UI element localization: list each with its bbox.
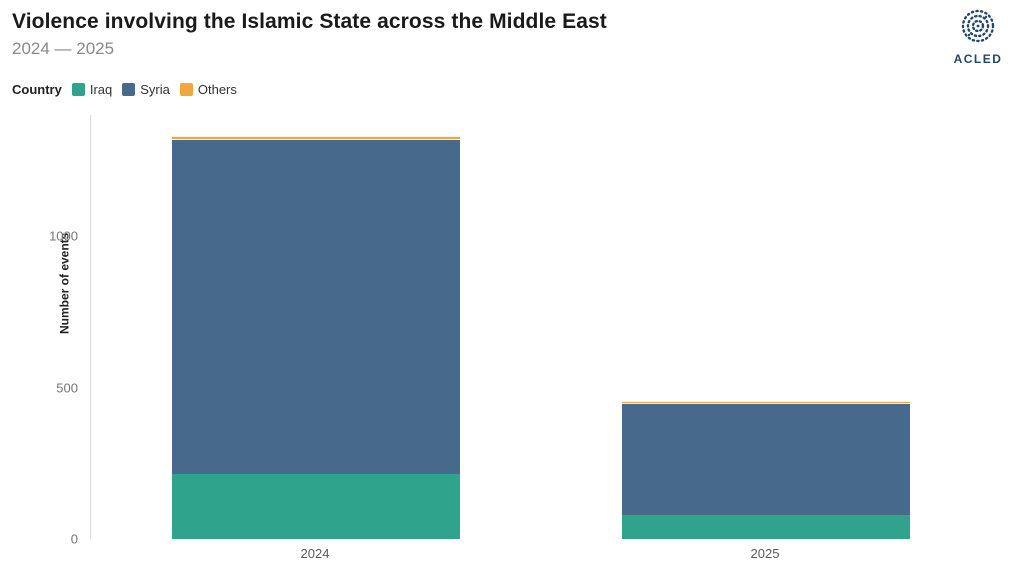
y-tick-label: 500 <box>56 380 78 396</box>
bar-segment-iraq-2025 <box>622 514 910 539</box>
legend-swatch-icon <box>179 83 193 96</box>
page-title: Violence involving the Islamic State acr… <box>12 10 607 33</box>
legend-item-label: Iraq <box>89 82 113 97</box>
bar-segment-others-2024 <box>172 135 460 140</box>
plot-area <box>90 115 991 539</box>
y-axis-ticks: 0 500 1000 <box>0 115 84 547</box>
x-axis-labels: 2024 2025 <box>90 541 990 571</box>
legend-item-others: Others <box>179 82 237 97</box>
acled-logo: ACLED <box>952 8 1004 66</box>
acled-globe-icon <box>956 8 1000 51</box>
bar-segment-syria-2025 <box>622 402 910 515</box>
bar-segment-others-2025 <box>622 400 910 403</box>
legend-swatch-icon <box>71 83 85 96</box>
x-tick-label: 2024 <box>300 546 330 561</box>
chart-legend: Country Iraq Syria Others <box>12 82 237 97</box>
acled-logo-text: ACLED <box>953 52 1003 66</box>
legend-item-syria: Syria <box>122 82 170 97</box>
legend-item-label: Others <box>197 82 237 97</box>
page-subtitle: 2024 — 2025 <box>12 39 115 58</box>
legend-item-iraq: Iraq <box>71 82 113 97</box>
legend-item-label: Syria <box>140 82 170 97</box>
legend-items: Iraq Syria Others <box>71 82 237 97</box>
bar-segment-iraq-2024 <box>172 473 460 539</box>
y-tick-label: 0 <box>70 531 78 547</box>
y-tick-label: 1000 <box>49 228 78 244</box>
legend-title: Country <box>12 82 62 97</box>
legend-swatch-icon <box>122 83 136 96</box>
x-tick-label: 2025 <box>750 546 780 561</box>
bar-segment-syria-2024 <box>172 139 460 474</box>
